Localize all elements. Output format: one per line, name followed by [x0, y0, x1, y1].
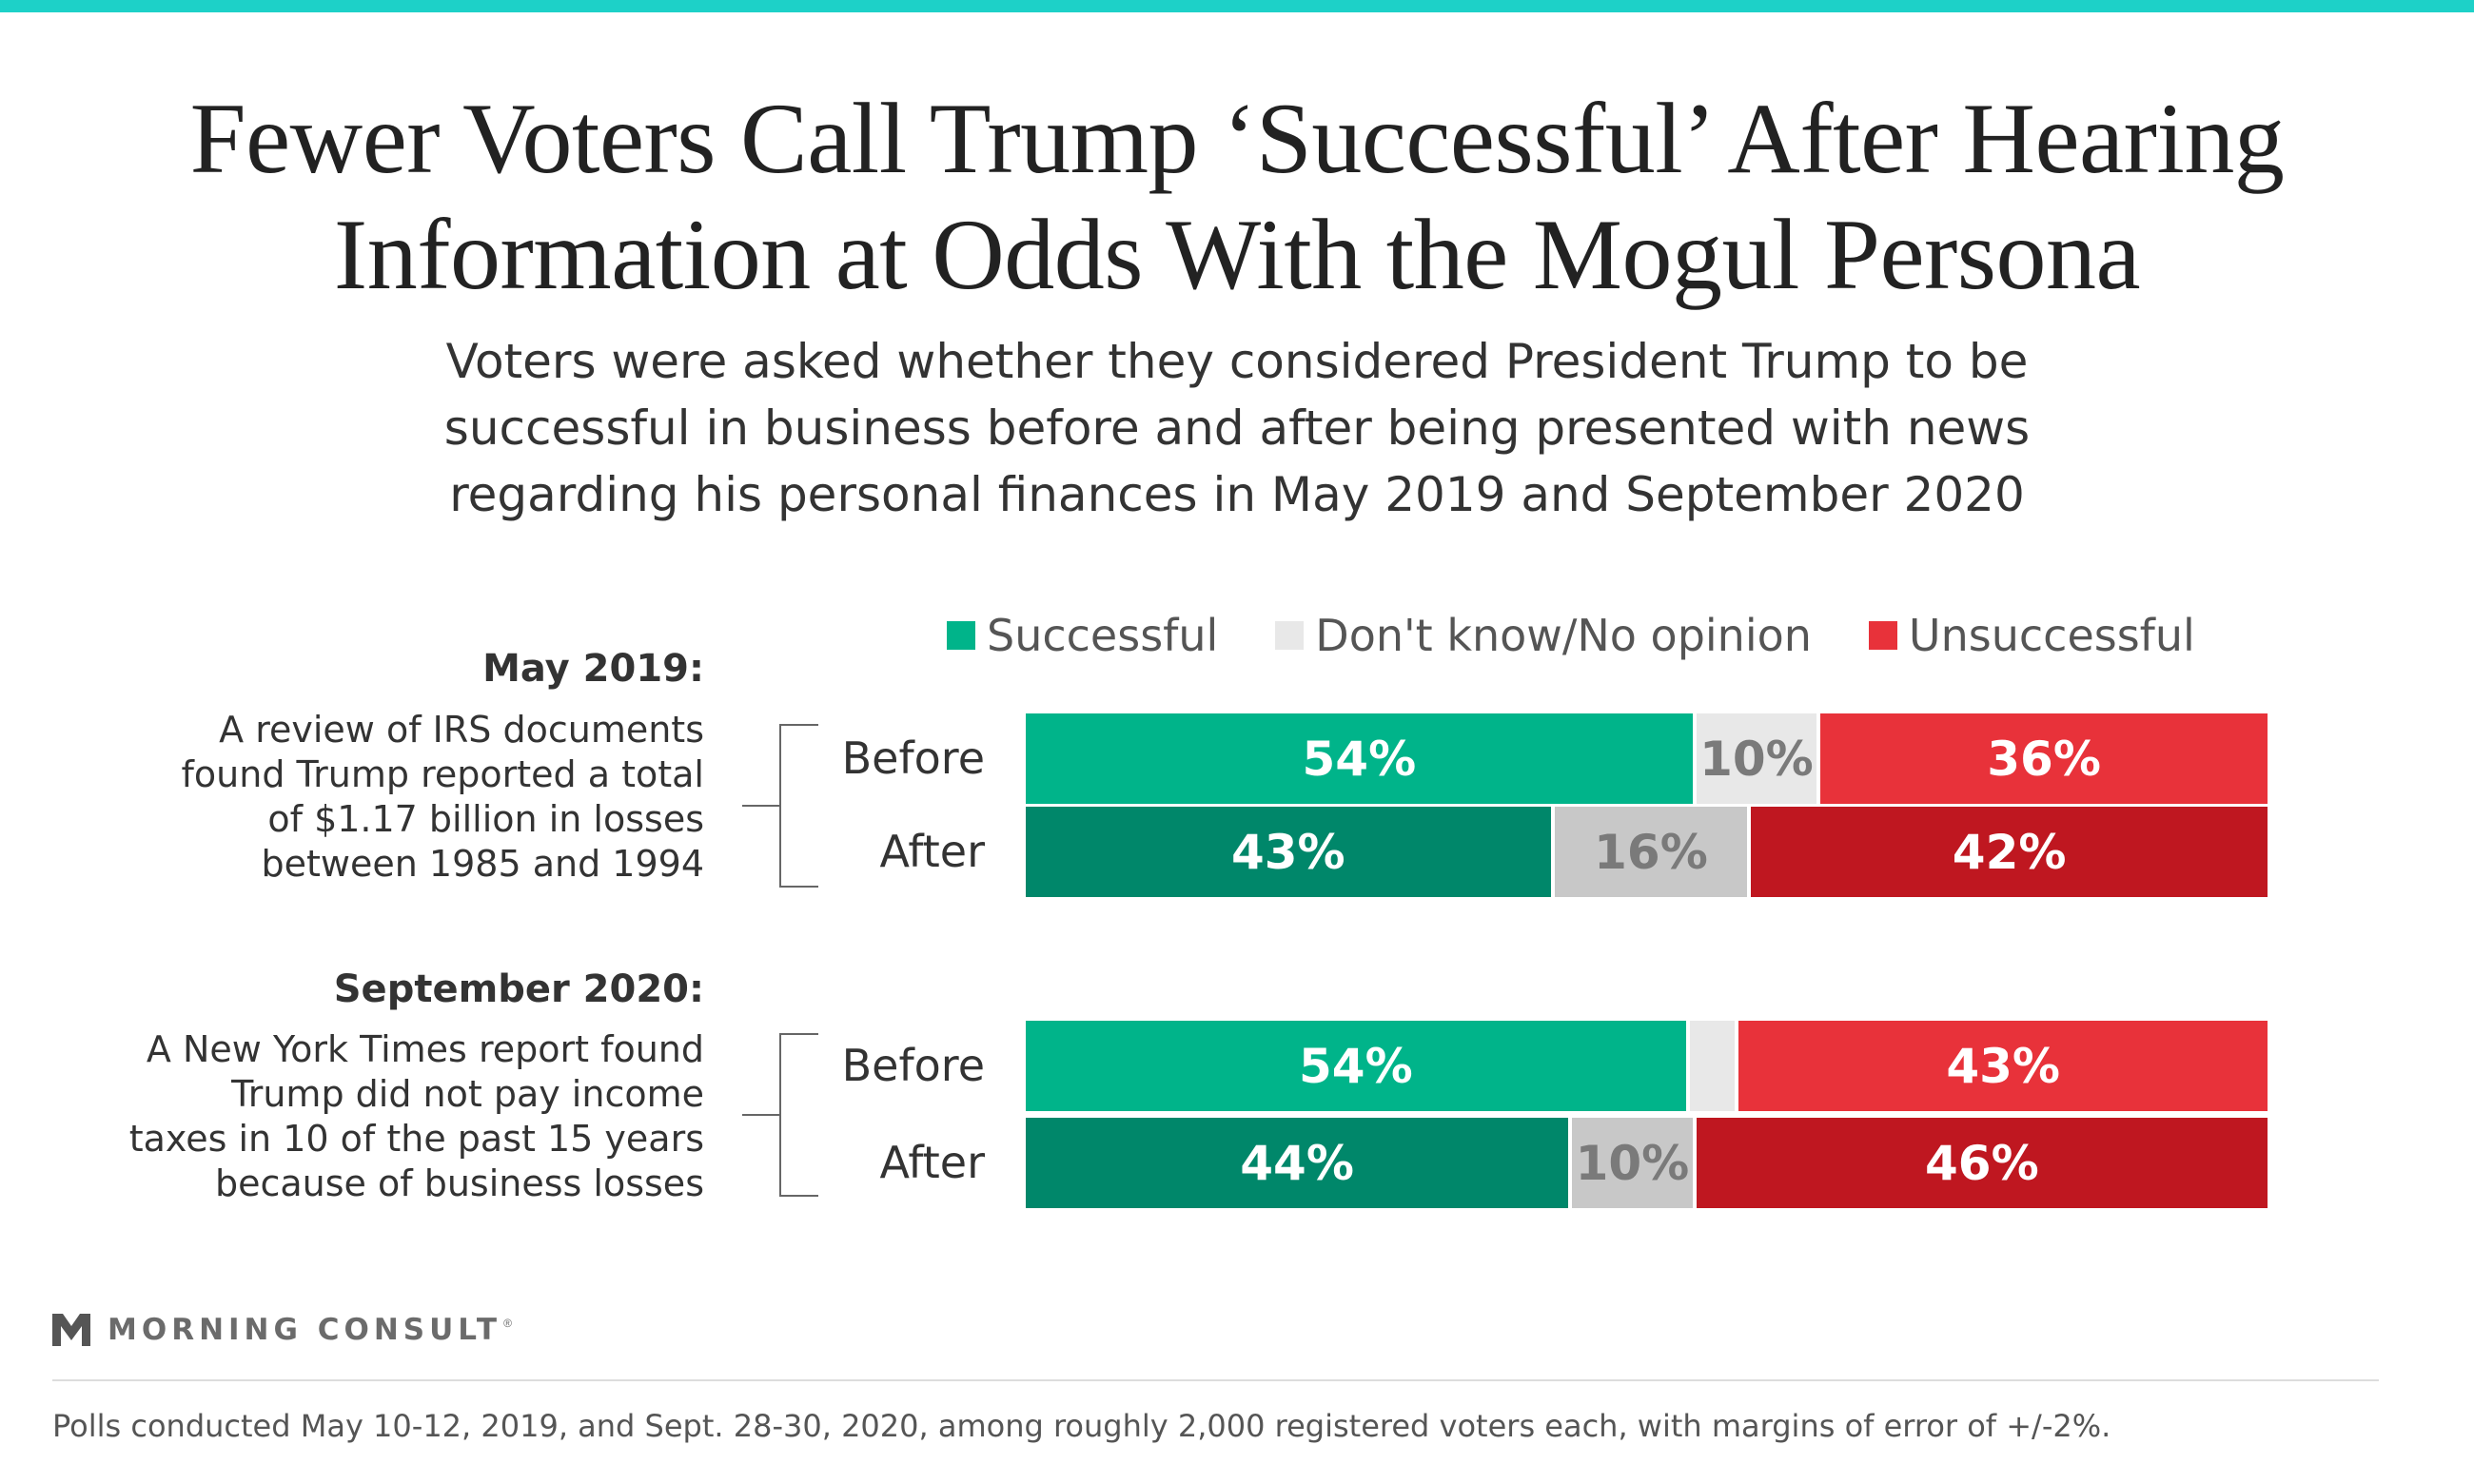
chart-title: Fewer Voters Call Trump ‘Successful’ Aft…	[95, 81, 2379, 313]
bar-sept-2020-after: 44% 10% 46%	[1026, 1118, 2268, 1208]
group-description-line: found Trump reported a total	[181, 753, 704, 795]
chart-subtitle-line-1: Voters were asked whether they considere…	[445, 334, 2029, 389]
legend-item-successful: Successful	[947, 610, 1218, 661]
footnote: Polls conducted May 10-12, 2019, and Sep…	[52, 1408, 2111, 1444]
morning-consult-wordmark: MORNING CONSULT	[108, 1313, 502, 1347]
data-label-unsuccessful: 36%	[1987, 731, 2101, 787]
chart-title-line-2: Information at Odds With the Mogul Perso…	[333, 199, 2141, 310]
group-description-line: taxes in 10 of the past 15 years	[128, 1118, 704, 1160]
data-label-dontknow: 16%	[1594, 824, 1708, 880]
bar-segment-successful: 54%	[1026, 1021, 1686, 1111]
data-label-successful: 54%	[1299, 1038, 1413, 1094]
row-label-sept-2020-before: Before	[841, 1040, 985, 1091]
group-description-sept-2020: A New York Times report found Trump did …	[95, 1027, 704, 1206]
data-label-dontknow: 10%	[1699, 731, 1814, 787]
bar-segment-successful: 44%	[1026, 1118, 1569, 1208]
group-description-may-2019: A review of IRS documents found Trump re…	[95, 708, 704, 887]
morning-consult-logo-icon	[52, 1314, 90, 1346]
group-description-line: A New York Times report found	[146, 1028, 704, 1070]
trademark-symbol: ®	[503, 1317, 512, 1330]
bar-segment-dontknow: 16%	[1554, 807, 1748, 897]
morning-consult-logo: MORNING CONSULT ®	[52, 1313, 512, 1347]
bar-segment-dontknow	[1689, 1021, 1736, 1111]
legend-label-unsuccessful: Unsuccessful	[1908, 610, 2195, 661]
data-label-successful: 44%	[1240, 1135, 1354, 1191]
row-label-sept-2020-after: After	[879, 1137, 985, 1188]
legend-swatch-dontknow	[1275, 621, 1305, 650]
bar-segment-dontknow: 10%	[1696, 713, 1817, 804]
group-description-line: because of business losses	[214, 1162, 704, 1204]
bar-sept-2020-before: 54% 43%	[1026, 1021, 2268, 1111]
legend-label-dontknow: Don't know/No opinion	[1315, 610, 1812, 661]
group-description-line: between 1985 and 1994	[261, 843, 704, 885]
bar-may-2019-after: 43% 16% 42%	[1026, 807, 2268, 897]
data-label-successful: 54%	[1302, 731, 1417, 787]
chart-subtitle-line-3: regarding his personal finances in May 2…	[449, 467, 2025, 522]
bar-may-2019-before: 54% 10% 36%	[1026, 713, 2268, 804]
data-label-unsuccessful: 43%	[1946, 1038, 2061, 1094]
bar-segment-unsuccessful: 36%	[1820, 713, 2268, 804]
group-bracket-may-2019	[742, 724, 818, 888]
bar-segment-unsuccessful: 43%	[1738, 1021, 2268, 1111]
legend-label-successful: Successful	[987, 610, 1219, 661]
chart-subtitle: Voters were asked whether they considere…	[333, 328, 2141, 528]
legend-swatch-unsuccessful	[1868, 621, 1897, 650]
group-description-line: A review of IRS documents	[219, 709, 704, 751]
bar-segment-unsuccessful: 42%	[1751, 807, 2268, 897]
footer-divider	[52, 1379, 2379, 1381]
bar-segment-successful: 54%	[1026, 713, 1693, 804]
data-label-successful: 43%	[1230, 824, 1345, 880]
bar-segment-unsuccessful: 46%	[1696, 1118, 2268, 1208]
bar-segment-dontknow: 10%	[1572, 1118, 1693, 1208]
row-label-may-2019-after: After	[879, 826, 985, 877]
data-label-unsuccessful: 42%	[1952, 824, 2067, 880]
chart-subtitle-line-2: successful in business before and after …	[443, 400, 2031, 456]
data-label-dontknow: 10%	[1575, 1135, 1690, 1191]
chart-title-line-1: Fewer Voters Call Trump ‘Successful’ Aft…	[189, 83, 2285, 194]
group-title-may-2019: May 2019:	[482, 647, 704, 691]
data-label-unsuccessful: 46%	[1924, 1135, 2039, 1191]
chart-legend: Successful Don't know/No opinion Unsucce…	[947, 607, 2195, 664]
legend-item-dontknow: Don't know/No opinion	[1275, 610, 1812, 661]
group-bracket-sept-2020	[742, 1033, 818, 1197]
legend-item-unsuccessful: Unsuccessful	[1868, 610, 2195, 661]
group-description-line: Trump did not pay income	[231, 1073, 704, 1115]
row-label-may-2019-before: Before	[841, 732, 985, 784]
group-description-line: of $1.17 billion in losses	[267, 798, 704, 840]
legend-swatch-successful	[947, 621, 975, 650]
top-accent-stripe	[0, 0, 2474, 12]
bar-segment-successful: 43%	[1026, 807, 1551, 897]
group-title-sept-2020: September 2020:	[333, 967, 704, 1011]
